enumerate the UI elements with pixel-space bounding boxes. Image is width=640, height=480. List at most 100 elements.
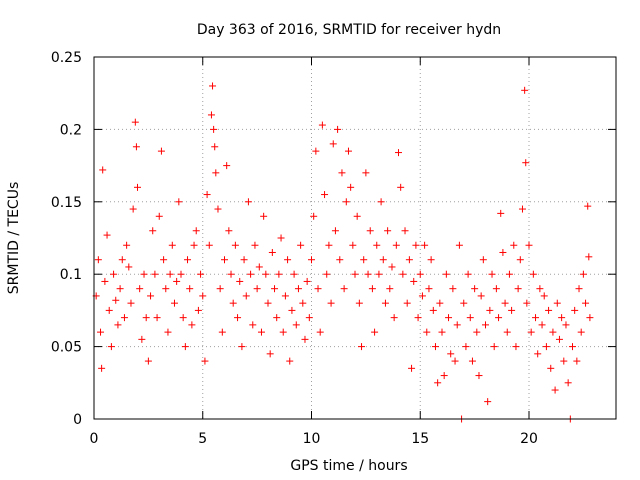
data-point	[221, 256, 228, 264]
x-tick-label: 10	[303, 431, 321, 447]
data-point	[188, 321, 196, 329]
data-point	[447, 350, 455, 358]
data-point	[142, 314, 150, 322]
data-point	[255, 263, 263, 271]
data-point	[303, 277, 311, 285]
y-tick-label: 0.15	[51, 195, 82, 211]
data-point	[131, 118, 139, 126]
data-point	[384, 227, 392, 235]
data-point	[408, 364, 416, 372]
data-point	[147, 292, 155, 300]
data-point	[440, 372, 448, 380]
data-point	[334, 125, 342, 133]
data-point	[499, 248, 507, 256]
data-point	[436, 299, 444, 307]
data-point	[249, 321, 257, 329]
data-point	[331, 227, 339, 235]
data-point	[492, 285, 500, 293]
grid-lines	[94, 57, 616, 419]
data-point	[342, 198, 350, 206]
data-point	[529, 270, 537, 278]
data-point	[358, 343, 366, 351]
data-point	[534, 350, 542, 358]
data-point	[323, 270, 331, 278]
data-point	[157, 147, 165, 155]
data-point	[207, 111, 215, 119]
data-point	[284, 256, 292, 264]
data-point	[551, 386, 559, 394]
data-point	[451, 357, 459, 365]
data-point	[301, 335, 309, 343]
data-point	[101, 277, 109, 285]
x-tick-label: 0	[90, 431, 99, 447]
data-point	[218, 328, 226, 336]
data-point	[129, 205, 137, 213]
data-point	[471, 285, 479, 293]
y-tick-label: 0.2	[60, 122, 82, 138]
data-point	[558, 314, 566, 322]
data-point	[547, 364, 555, 372]
data-point	[134, 183, 141, 191]
data-point	[522, 159, 530, 167]
data-point	[97, 328, 105, 336]
data-point	[194, 306, 202, 314]
data-point	[179, 314, 187, 322]
data-point	[99, 166, 107, 174]
data-point	[516, 256, 524, 264]
data-point	[149, 227, 157, 235]
data-point	[251, 241, 259, 249]
data-point	[329, 140, 337, 148]
data-point	[103, 231, 111, 239]
data-point	[212, 169, 220, 177]
data-point	[545, 306, 553, 314]
data-point	[512, 343, 520, 351]
data-point	[244, 198, 252, 206]
data-point	[316, 328, 324, 336]
data-point	[560, 357, 568, 365]
plot-frame	[93, 56, 617, 420]
data-point	[181, 343, 189, 351]
chart-title: Day 363 of 2016, SRMTID for receiver hyd…	[197, 22, 501, 38]
data-point	[425, 285, 433, 293]
data-point	[257, 328, 265, 336]
data-point	[562, 321, 570, 329]
data-point	[505, 270, 513, 278]
data-point	[392, 241, 400, 249]
data-point	[351, 270, 359, 278]
data-point	[486, 306, 494, 314]
data-point	[240, 256, 248, 264]
data-point	[177, 270, 185, 278]
data-point	[229, 299, 237, 307]
data-point	[501, 299, 509, 307]
data-point	[585, 253, 593, 261]
y-axis-label: SRMTID / TECUs	[6, 182, 22, 295]
data-point	[466, 314, 474, 322]
data-point	[514, 285, 522, 293]
data-point	[175, 198, 183, 206]
data-point	[166, 270, 174, 278]
data-point	[227, 270, 235, 278]
data-point	[542, 343, 550, 351]
data-point	[123, 241, 131, 249]
data-point	[462, 343, 470, 351]
data-point	[288, 306, 296, 314]
data-point	[184, 256, 192, 264]
data-point	[479, 256, 487, 264]
data-point	[338, 169, 346, 177]
data-point	[584, 202, 592, 210]
data-point	[475, 372, 483, 380]
data-point	[429, 306, 437, 314]
data-point	[242, 292, 250, 300]
data-point	[525, 241, 533, 249]
data-point	[553, 299, 561, 307]
data-point	[281, 292, 289, 300]
data-point	[564, 379, 572, 387]
data-point	[579, 270, 587, 278]
data-points	[92, 82, 594, 423]
data-point	[321, 191, 329, 199]
data-point	[205, 241, 213, 249]
data-point	[427, 256, 435, 264]
data-point	[290, 270, 298, 278]
data-point	[571, 306, 579, 314]
